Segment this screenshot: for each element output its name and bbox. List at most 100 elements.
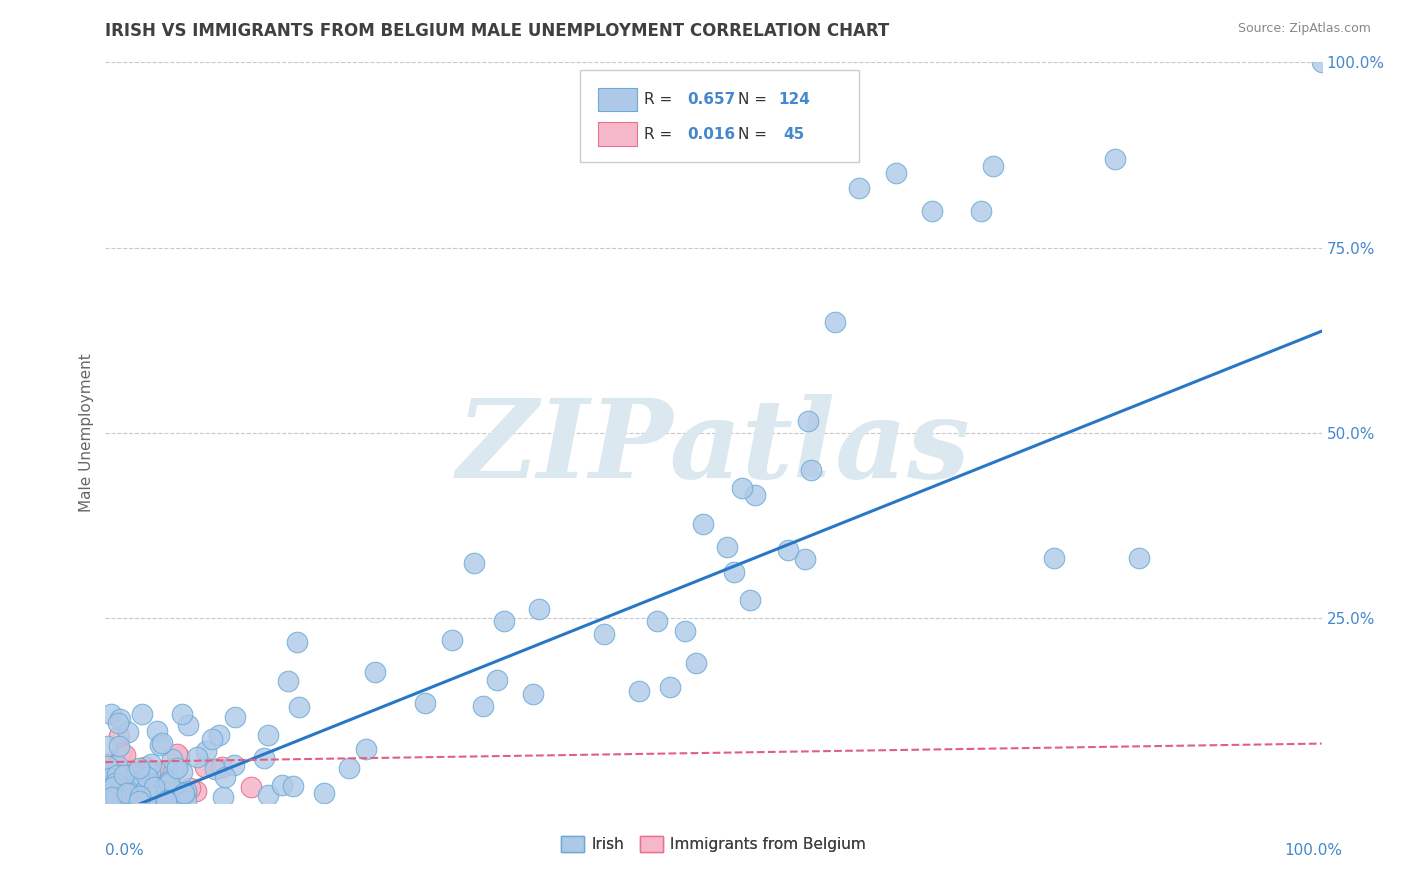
- Point: [141, 764, 163, 778]
- Text: ZIPatlas: ZIPatlas: [457, 393, 970, 501]
- Point: [108, 739, 131, 753]
- Point: [103, 780, 125, 794]
- Point: [141, 757, 163, 772]
- Point: [118, 785, 141, 799]
- Point: [96, 779, 118, 793]
- Point: [738, 593, 761, 607]
- Point: [108, 712, 131, 726]
- Point: [354, 741, 377, 756]
- Point: [800, 462, 823, 476]
- Point: [114, 760, 136, 774]
- Point: [253, 750, 276, 764]
- Point: [110, 751, 132, 765]
- Point: [105, 794, 128, 808]
- Text: 0.657: 0.657: [686, 92, 735, 107]
- Point: [156, 779, 179, 793]
- Point: [170, 764, 193, 779]
- Point: [149, 783, 172, 797]
- Point: [100, 775, 122, 789]
- Point: [146, 785, 169, 799]
- Point: [114, 748, 136, 763]
- Point: [270, 778, 292, 792]
- Point: [103, 770, 125, 784]
- Point: [112, 773, 135, 788]
- Point: [143, 780, 166, 794]
- Point: [288, 700, 311, 714]
- Point: [472, 698, 495, 713]
- Point: [120, 786, 142, 800]
- Point: [127, 795, 149, 809]
- Point: [104, 795, 127, 809]
- Point: [673, 624, 696, 638]
- Point: [214, 770, 236, 784]
- Point: [527, 602, 550, 616]
- Point: [685, 656, 707, 670]
- Point: [797, 414, 820, 428]
- Point: [146, 724, 169, 739]
- Point: [157, 776, 180, 790]
- Point: [169, 749, 191, 764]
- Point: [176, 786, 198, 800]
- Point: [122, 791, 145, 805]
- Point: [96, 756, 118, 771]
- Text: 0.016: 0.016: [686, 127, 735, 142]
- Point: [139, 787, 162, 801]
- Point: [194, 744, 217, 758]
- Point: [364, 665, 387, 679]
- FancyBboxPatch shape: [598, 122, 637, 146]
- Point: [177, 718, 200, 732]
- Point: [124, 770, 146, 784]
- Point: [104, 787, 127, 801]
- Point: [522, 687, 544, 701]
- Point: [107, 716, 129, 731]
- Text: 100.0%: 100.0%: [1285, 843, 1343, 858]
- Point: [884, 166, 907, 180]
- Text: IRISH VS IMMIGRANTS FROM BELGIUM MALE UNEMPLOYMENT CORRELATION CHART: IRISH VS IMMIGRANTS FROM BELGIUM MALE UN…: [105, 22, 890, 40]
- Point: [628, 684, 651, 698]
- Point: [103, 795, 125, 809]
- Text: 124: 124: [778, 92, 810, 107]
- Point: [494, 614, 516, 628]
- Point: [794, 552, 817, 566]
- Point: [128, 761, 150, 775]
- Text: 0.0%: 0.0%: [105, 843, 145, 858]
- Point: [723, 566, 745, 580]
- FancyBboxPatch shape: [579, 70, 859, 162]
- Point: [240, 780, 263, 794]
- Point: [1128, 551, 1150, 566]
- Point: [204, 762, 226, 776]
- Point: [186, 749, 208, 764]
- Point: [173, 786, 195, 800]
- Point: [1043, 551, 1066, 566]
- Point: [145, 789, 167, 804]
- Point: [212, 790, 235, 805]
- Point: [100, 707, 122, 722]
- Point: [138, 764, 160, 779]
- Point: [134, 765, 156, 780]
- Point: [731, 482, 754, 496]
- Point: [104, 791, 127, 805]
- Point: [157, 795, 180, 809]
- Point: [134, 760, 156, 774]
- Point: [104, 776, 127, 790]
- Point: [152, 780, 174, 794]
- Point: [149, 739, 172, 753]
- Point: [153, 795, 176, 809]
- Point: [173, 787, 195, 801]
- Point: [441, 633, 464, 648]
- Point: [103, 767, 125, 781]
- Point: [153, 764, 176, 779]
- Point: [105, 770, 128, 784]
- Text: N =: N =: [738, 92, 772, 107]
- Point: [138, 775, 160, 789]
- Point: [157, 774, 180, 789]
- Point: [121, 786, 143, 800]
- Point: [135, 782, 157, 797]
- Point: [170, 706, 193, 721]
- Point: [1104, 152, 1126, 166]
- Point: [104, 790, 127, 805]
- Point: [128, 789, 150, 804]
- Point: [166, 747, 188, 761]
- Point: [135, 770, 157, 784]
- Text: 45: 45: [783, 127, 804, 142]
